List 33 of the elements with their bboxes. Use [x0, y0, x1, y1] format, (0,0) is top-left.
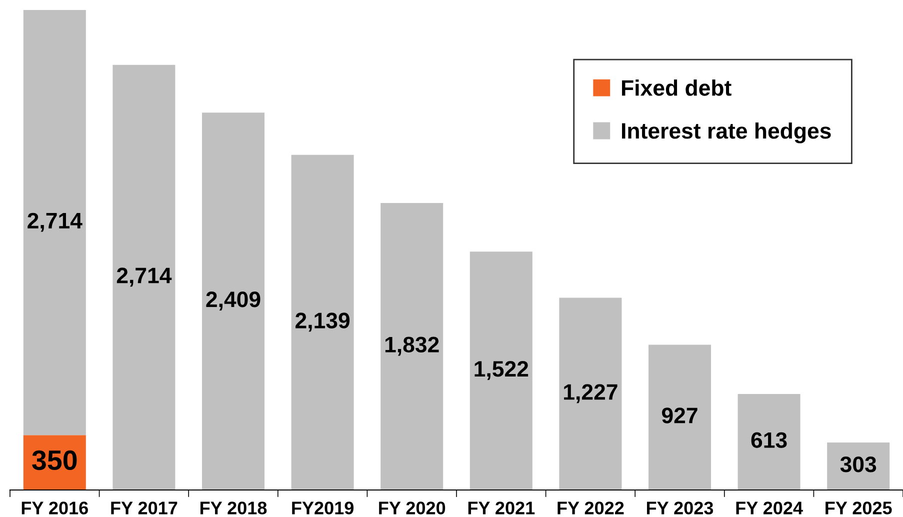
x-tick-label: FY 2016 [22, 502, 88, 514]
bar [648, 344, 712, 490]
bar [827, 442, 890, 490]
data-label: 2,714 [28, 212, 82, 232]
data-label: 350 [32, 450, 77, 470]
data-label: 303 [840, 456, 876, 472]
x-tick-label: FY 2024 [736, 502, 803, 514]
x-tick-label: FY 2021 [468, 502, 535, 514]
x-tick-label: FY 2025 [826, 502, 892, 514]
data-label: 1,522 [474, 361, 528, 380]
bar [380, 203, 444, 490]
bar [738, 394, 800, 490]
x-tick-label: FY 2020 [379, 502, 446, 514]
x-tick-label: FY 2022 [558, 502, 624, 514]
bar [112, 64, 176, 490]
bar [559, 298, 622, 490]
x-tick-label: FY 2018 [200, 502, 267, 514]
x-tick-label: FY2019 [292, 502, 354, 514]
bar [291, 154, 354, 490]
data-label: 1,227 [564, 384, 618, 404]
legend-label: Fixed debt [622, 80, 732, 96]
x-tick-label: FY 2023 [646, 502, 714, 514]
data-label: 2,139 [296, 312, 350, 332]
x-tick-label: FY 2017 [111, 502, 178, 514]
data-label: 2,714 [116, 268, 172, 287]
legend-label: Interest rate hedges [622, 122, 831, 144]
data-label: 1,832 [385, 336, 439, 356]
bar [470, 252, 532, 490]
bar [202, 112, 265, 490]
data-label: 613 [751, 432, 787, 448]
data-label: 927 [662, 408, 698, 424]
bar [23, 10, 86, 436]
data-label: 2,409 [206, 292, 260, 310]
